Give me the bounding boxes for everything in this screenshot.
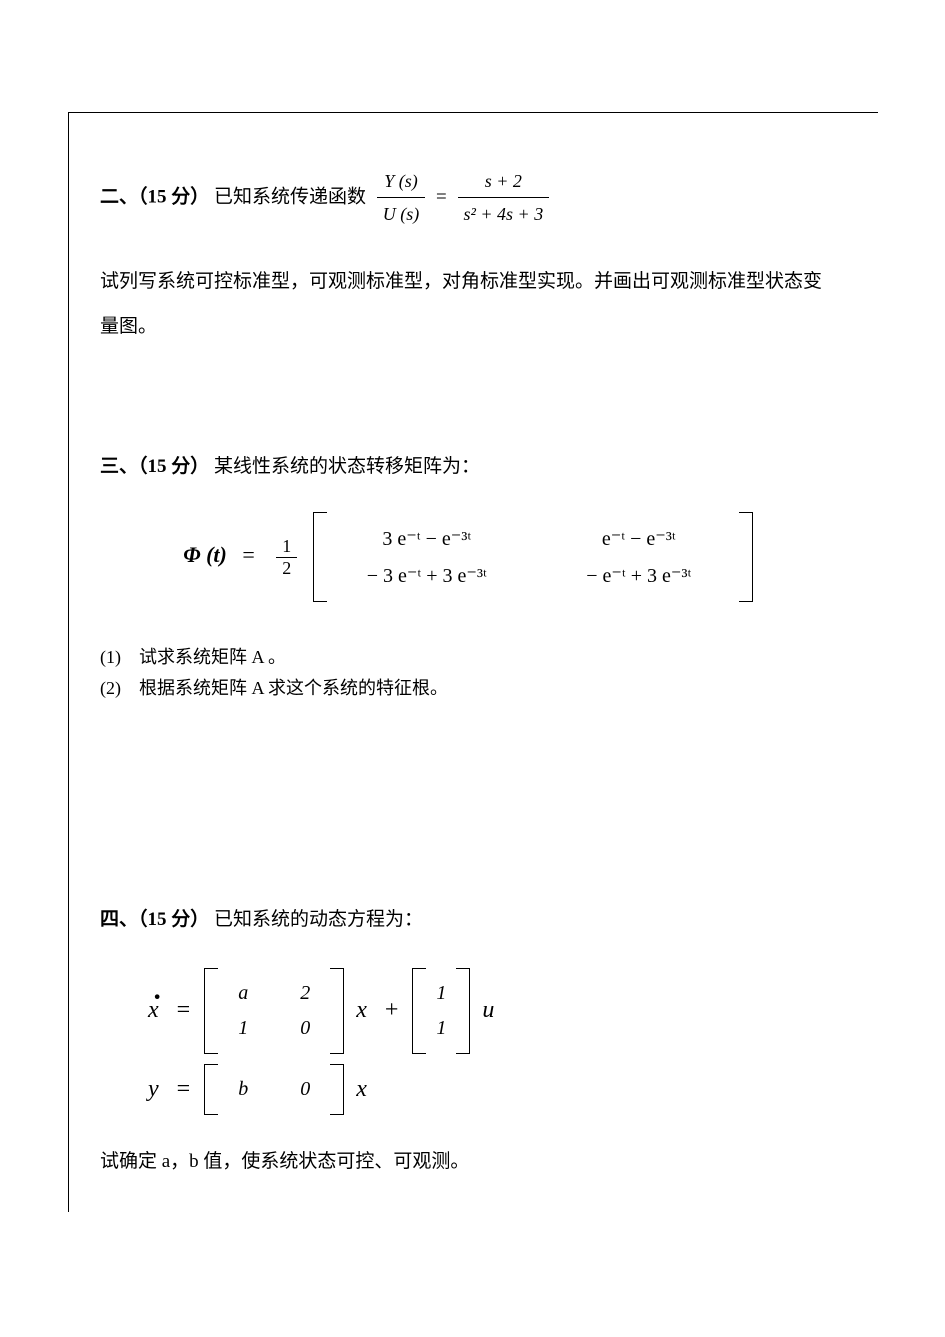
q4-C1: b xyxy=(228,1078,258,1101)
q3-item1-text: 试求系统矩阵 A 。 xyxy=(139,647,286,667)
q2-label: 二、（15 分） xyxy=(100,186,209,207)
q4-A22: 0 xyxy=(290,1017,320,1040)
q2-body: 试列写系统可控标准型，可观测标准型，对角标准型实现。并画出可观测标准型状态变量图… xyxy=(100,259,840,350)
q4-eq1-eq: = xyxy=(177,997,191,1024)
q4-eq1: x = a 2 1 0 x xyxy=(140,968,840,1054)
q4-heading: 四、（15 分） 已知系统的动态方程为： xyxy=(100,903,840,937)
q4-body: 试确定 a，b 值，使系统状态可控、可观测。 xyxy=(100,1139,840,1185)
q3-row1: 3 e⁻ᵗ − e⁻³ᵗ e⁻ᵗ − e⁻³ᵗ xyxy=(337,520,729,557)
q3-m21: − 3 e⁻ᵗ + 3 e⁻³ᵗ xyxy=(337,563,517,588)
bracket-right-icon xyxy=(456,968,470,1054)
q3-scalar-num: 1 xyxy=(276,536,297,557)
q2-eq-sign: = xyxy=(436,186,447,207)
bracket-right-icon xyxy=(330,968,344,1054)
q4-A21: 1 xyxy=(228,1017,258,1040)
q2-frac-lhs-den: U (s) xyxy=(377,197,426,230)
q4-matrix-B: 1 1 xyxy=(412,968,470,1054)
q3-m11: 3 e⁻ᵗ − e⁻³ᵗ xyxy=(337,526,517,551)
q2-intro: 已知系统传递函数 xyxy=(214,186,366,207)
q3-item1-idx: (1) xyxy=(100,647,121,667)
q4-A12: 2 xyxy=(290,982,320,1005)
q3-eq: = xyxy=(242,542,254,567)
q4-xdot: x xyxy=(148,997,159,1024)
bracket-left-icon xyxy=(313,512,327,602)
q3-label: 三、（15 分） xyxy=(100,456,209,477)
q3-item2-text: 根据系统矩阵 A 求这个系统的特征根。 xyxy=(139,678,448,698)
q4-equations: x = a 2 1 0 x xyxy=(140,968,840,1115)
q2-frac-lhs-num: Y (s) xyxy=(377,165,426,197)
content-area: 二、（15 分） 已知系统传递函数 Y (s) U (s) = s + 2 s²… xyxy=(100,165,840,1200)
q3-scalar: 1 2 xyxy=(276,536,297,579)
bracket-right-icon xyxy=(330,1064,344,1115)
q2-frac-rhs-num: s + 2 xyxy=(458,165,550,197)
question-3: 三、（15 分） 某线性系统的状态转移矩阵为： Φ (t) = 1 2 3 e⁻… xyxy=(100,450,840,703)
q3-heading: 三、（15 分） 某线性系统的状态转移矩阵为： xyxy=(100,450,840,484)
q3-item1: (1) 试求系统矩阵 A 。 xyxy=(100,642,840,673)
q3-equation: Φ (t) = 1 2 3 e⁻ᵗ − e⁻³ᵗ e⁻ᵗ − e⁻³ᵗ − 3 … xyxy=(100,512,840,602)
q4-matrix-A: a 2 1 0 xyxy=(204,968,344,1054)
q3-matrix: 3 e⁻ᵗ − e⁻³ᵗ e⁻ᵗ − e⁻³ᵗ − 3 e⁻ᵗ + 3 e⁻³ᵗ… xyxy=(313,512,753,602)
q4-eq2: y = b 0 x xyxy=(140,1064,840,1115)
q4-plus: + xyxy=(385,997,399,1024)
q2-frac-rhs-den: s² + 4s + 3 xyxy=(458,197,550,230)
q3-item2: (2) 根据系统矩阵 A 求这个系统的特征根。 xyxy=(100,673,840,704)
q4-A11: a xyxy=(228,982,258,1005)
q3-item2-idx: (2) xyxy=(100,678,121,698)
q3-m12: e⁻ᵗ − e⁻³ᵗ xyxy=(549,526,729,551)
bracket-left-icon xyxy=(204,1064,218,1115)
q4-y: y xyxy=(148,1076,159,1103)
q2-frac-lhs: Y (s) U (s) xyxy=(377,165,426,231)
q4-eq2-eq: = xyxy=(177,1076,191,1103)
q4-tail-u: u xyxy=(482,997,494,1024)
q3-lhs: Φ (t) xyxy=(183,542,227,567)
q4-tail-x: x xyxy=(356,1076,367,1103)
q2-heading: 二、（15 分） 已知系统传递函数 Y (s) U (s) = s + 2 s²… xyxy=(100,165,840,231)
bracket-left-icon xyxy=(204,968,218,1054)
q3-matrix-body: 3 e⁻ᵗ − e⁻³ᵗ e⁻ᵗ − e⁻³ᵗ − 3 e⁻ᵗ + 3 e⁻³ᵗ… xyxy=(327,512,739,602)
question-4: 四、（15 分） 已知系统的动态方程为： x = a 2 1 0 xyxy=(100,903,840,1184)
question-2: 二、（15 分） 已知系统传递函数 Y (s) U (s) = s + 2 s²… xyxy=(100,165,840,350)
bracket-right-icon xyxy=(739,512,753,602)
q4-label: 四、（15 分） xyxy=(100,909,209,930)
q3-m22: − e⁻ᵗ + 3 e⁻³ᵗ xyxy=(549,563,729,588)
q4-mid-x: x xyxy=(356,997,367,1024)
q3-row2: − 3 e⁻ᵗ + 3 e⁻³ᵗ − e⁻ᵗ + 3 e⁻³ᵗ xyxy=(337,557,729,594)
q4-B1: 1 xyxy=(436,982,446,1005)
q4-intro: 已知系统的动态方程为： xyxy=(214,909,423,930)
q3-scalar-den: 2 xyxy=(276,557,297,579)
q4-matrix-C: b 0 xyxy=(204,1064,344,1115)
q4-C2: 0 xyxy=(290,1078,320,1101)
q4-B2: 1 xyxy=(436,1017,446,1040)
q3-items: (1) 试求系统矩阵 A 。 (2) 根据系统矩阵 A 求这个系统的特征根。 xyxy=(100,642,840,703)
q3-intro: 某线性系统的状态转移矩阵为： xyxy=(214,456,480,477)
q2-frac-rhs: s + 2 s² + 4s + 3 xyxy=(458,165,550,231)
bracket-left-icon xyxy=(412,968,426,1054)
